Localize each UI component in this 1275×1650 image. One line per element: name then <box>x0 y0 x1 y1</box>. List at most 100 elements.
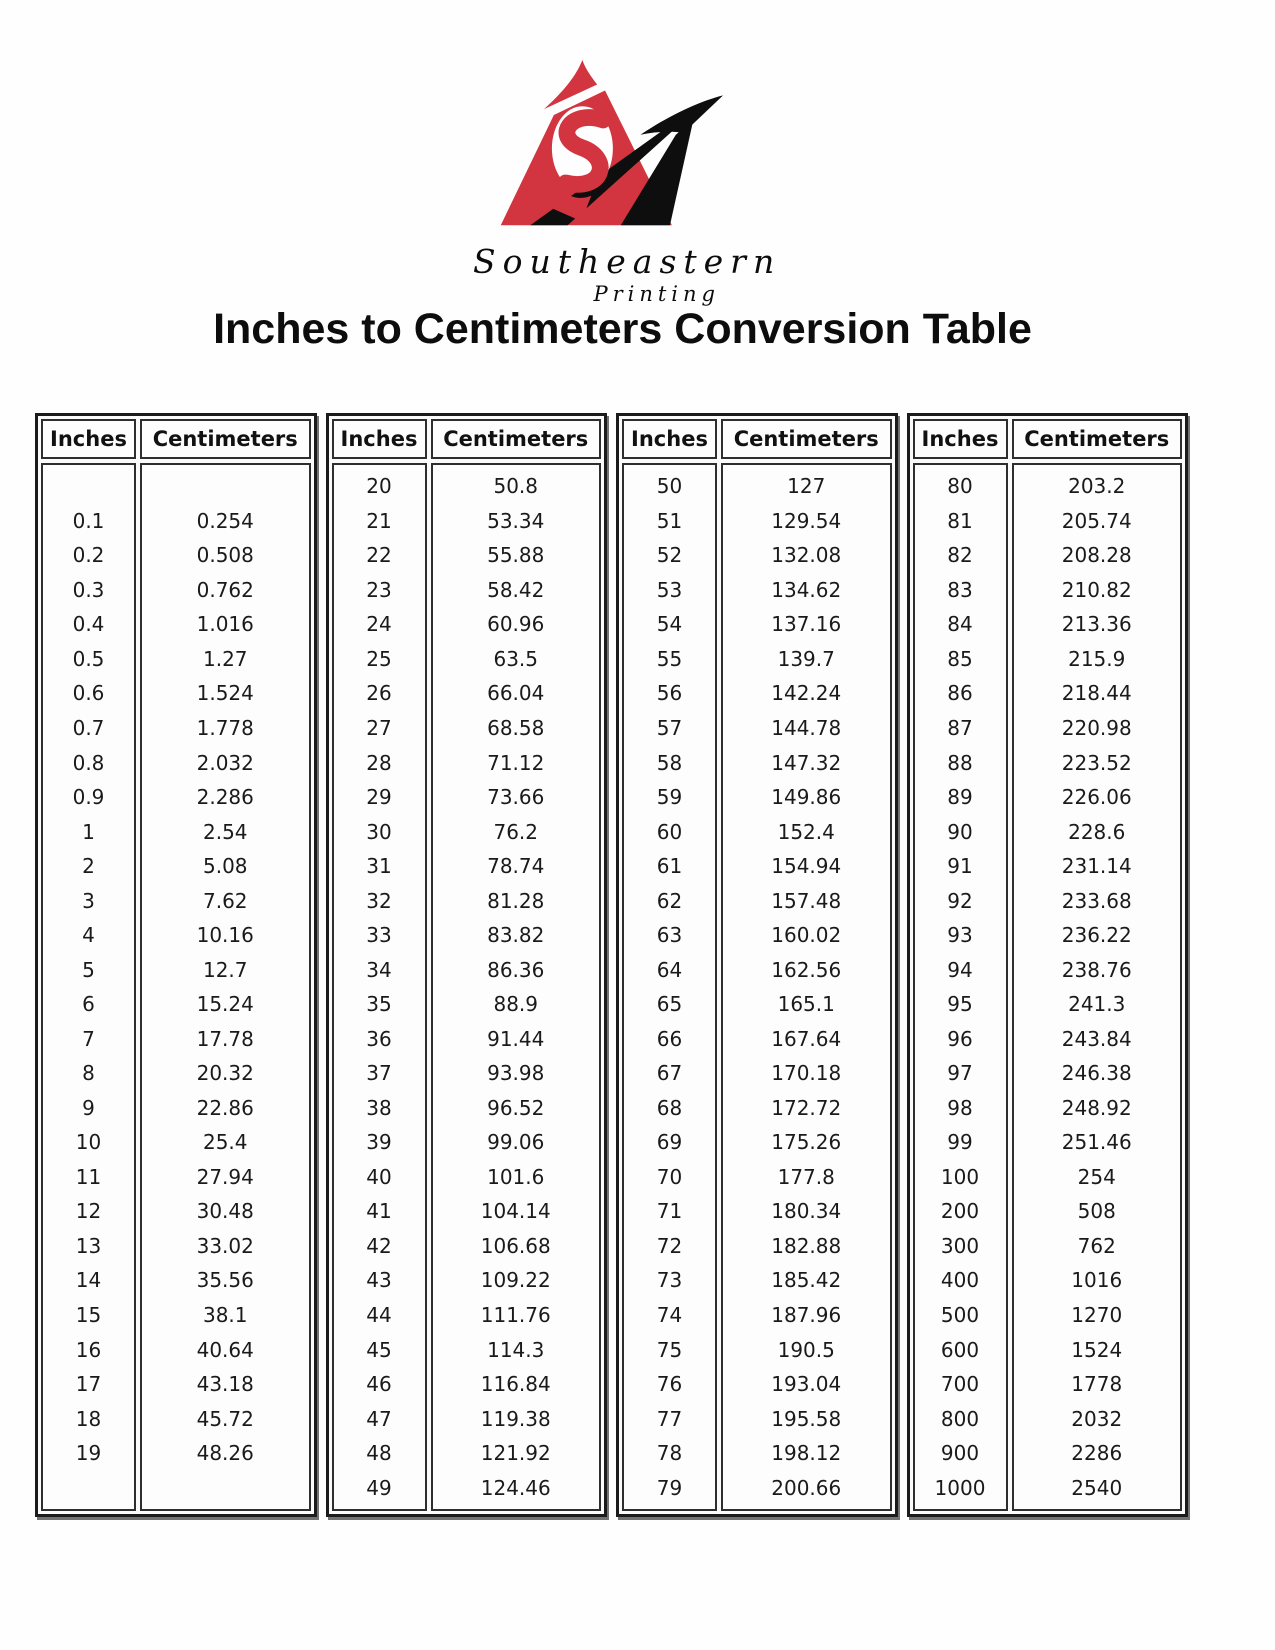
cell-value: 762 <box>1077 1233 1116 1258</box>
cell-value: 2.286 <box>196 785 254 810</box>
cell-value: 111.76 <box>480 1303 551 1328</box>
cell-value: 68 <box>656 1095 683 1120</box>
cell-value: 700 <box>940 1372 980 1397</box>
cell-value: 86 <box>947 681 973 706</box>
cell-value: 1.778 <box>196 715 254 740</box>
cell-value: 162.56 <box>771 957 842 982</box>
cell-value: 139.7 <box>777 646 835 671</box>
cell-value: 220.98 <box>1061 715 1132 740</box>
cell-value: 93 <box>947 923 973 948</box>
cell-value: 0.5 <box>72 646 105 671</box>
cell-value: 1778 <box>1071 1372 1123 1397</box>
cell-value: 58.42 <box>487 577 545 602</box>
centimeters-header: Centimeters <box>430 419 601 459</box>
cell-value: 22 <box>366 543 392 568</box>
cell-value: 198.12 <box>771 1441 842 1466</box>
cell-value: 27 <box>366 715 392 740</box>
cell-value: 62 <box>656 888 683 913</box>
logo-wedge-shape <box>620 118 694 226</box>
cell-value: 78 <box>656 1441 683 1466</box>
cell-value: 137.16 <box>771 612 842 637</box>
cell-value: 38.1 <box>202 1303 248 1328</box>
cell-value: 34 <box>366 957 392 982</box>
cell-value: 33.02 <box>196 1233 254 1258</box>
cell-value: 74 <box>656 1303 683 1328</box>
cell-value: 208.28 <box>1061 543 1132 568</box>
conversion-table-1: Inches Centimeters 0.1 0.2 0.3 0.4 0.5 0.6 0.7… <box>35 413 317 1517</box>
cell-value: 92 <box>947 888 973 913</box>
brand-name: Southeastern <box>473 242 782 281</box>
cell-value: 106.68 <box>480 1233 551 1258</box>
cell-value: 246.38 <box>1061 1061 1132 1086</box>
cell-value: 54 <box>656 612 683 637</box>
cell-value: 203.2 <box>1068 474 1126 499</box>
cell-value: 22.86 <box>196 1095 254 1120</box>
cell-value: 1000 <box>934 1475 986 1500</box>
cell-value: 200 <box>940 1199 980 1224</box>
cell-value: 0.9 <box>72 785 105 810</box>
cell-value: 2.54 <box>202 819 248 844</box>
cell-value: 200.66 <box>771 1475 842 1500</box>
conversion-table-2: Inches Centimeters 20 21 22 23 24 25 26 27 28 29 3… <box>325 413 607 1517</box>
conversion-table-3: Inches Centimeters 50 51 52 53 54 55 56 57 58 59 6… <box>616 413 898 1517</box>
cell-value: 97 <box>947 1061 973 1086</box>
cell-value: 81.28 <box>487 888 545 913</box>
inches-header: Inches <box>622 419 717 459</box>
cell-value: 68.58 <box>487 715 545 740</box>
cell-value: 50 <box>656 474 683 499</box>
cell-value: 1 <box>82 819 95 844</box>
cell-value <box>43 469 134 504</box>
cell-value: 127 <box>787 474 826 499</box>
cell-value: 48.26 <box>196 1441 254 1466</box>
cell-value: 67 <box>656 1061 683 1086</box>
cell-value: 48 <box>366 1441 392 1466</box>
cell-value: 30.48 <box>196 1199 254 1224</box>
cell-value: 17 <box>75 1372 102 1397</box>
inches-column: 20 21 22 23 24 25 26 27 28 29 30 31 32 33 34 35 36 37 38 39… <box>331 463 427 1511</box>
cell-value <box>142 469 309 504</box>
cell-value: 37 <box>366 1061 392 1086</box>
cell-value: 205.74 <box>1061 508 1132 533</box>
cell-value: 154.94 <box>771 854 842 879</box>
cell-value: 0.254 <box>196 508 254 533</box>
cell-value: 116.84 <box>480 1372 551 1397</box>
cell-value: 50.8 <box>493 474 539 499</box>
cell-value: 25.4 <box>202 1130 248 1155</box>
cell-value: 80 <box>947 474 973 499</box>
cell-value: 3 <box>82 888 95 913</box>
centimeters-column: 50.8 53.34 55.88 58.42 60.96 63.5 66.04 68.58 71… <box>430 463 601 1511</box>
cell-value: 30 <box>366 819 392 844</box>
cell-value: 84 <box>947 612 973 637</box>
cell-value: 65 <box>656 992 683 1017</box>
cell-value: 0.508 <box>196 543 254 568</box>
logo-inner: Southeastern Printing <box>473 58 782 306</box>
cell-value: 24 <box>366 612 392 637</box>
southeastern-printing-logo-icon <box>500 59 723 226</box>
cell-value: 190.5 <box>777 1337 835 1362</box>
cell-value: 71 <box>656 1199 683 1224</box>
cell-value: 60 <box>656 819 683 844</box>
cell-value: 66.04 <box>487 681 545 706</box>
cell-value: 0.6 <box>72 681 105 706</box>
cell-value: 144.78 <box>771 715 842 740</box>
cell-value: 6 <box>82 992 95 1017</box>
cell-value: 38 <box>366 1095 392 1120</box>
cell-value: 99 <box>947 1130 973 1155</box>
cell-value: 218.44 <box>1061 681 1132 706</box>
cell-value: 600 <box>940 1337 980 1362</box>
cell-value: 101.6 <box>487 1164 545 1189</box>
cell-value: 21 <box>366 508 392 533</box>
cell-value: 73.66 <box>487 785 545 810</box>
cell-value: 180.34 <box>771 1199 842 1224</box>
cell-value: 210.82 <box>1061 577 1132 602</box>
cell-value: 71.12 <box>487 750 545 775</box>
cell-value: 44 <box>366 1303 392 1328</box>
cell-value: 99.06 <box>487 1130 545 1155</box>
cell-value: 2286 <box>1071 1441 1123 1466</box>
cell-value: 33 <box>366 923 392 948</box>
cell-value: 233.68 <box>1061 888 1132 913</box>
cell-value: 1.016 <box>196 612 254 637</box>
centimeters-header: Centimeters <box>140 419 311 459</box>
cell-value: 900 <box>940 1441 980 1466</box>
inches-header: Inches <box>331 419 427 459</box>
